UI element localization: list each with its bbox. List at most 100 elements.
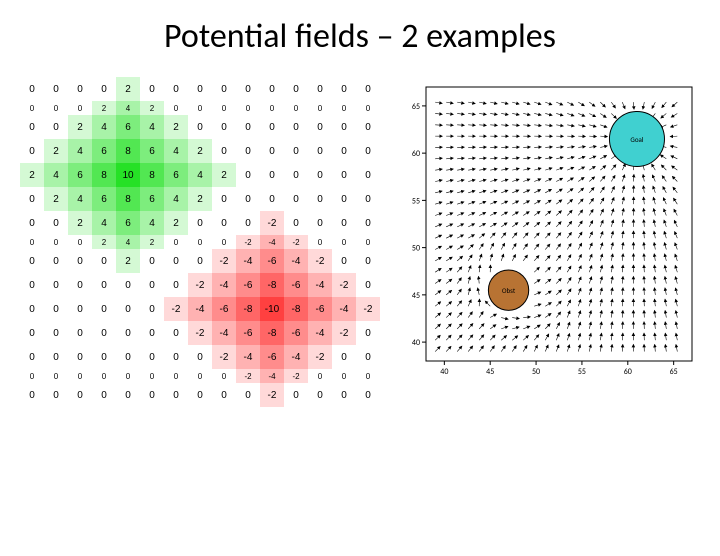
heatmap-cell: 6 — [164, 163, 188, 187]
heatmap-cell: 0 — [44, 77, 68, 101]
heatmap-cell: 2 — [20, 163, 44, 187]
heatmap-cell: 0 — [308, 235, 332, 249]
heatmap-cell: 6 — [140, 187, 164, 211]
heatmap-cell: 0 — [212, 77, 236, 101]
heatmap-cell: 0 — [140, 369, 164, 383]
heatmap-cell: 0 — [332, 345, 356, 369]
heatmap-cell: 0 — [260, 115, 284, 139]
heatmap-cell: -2 — [356, 297, 380, 321]
heatmap-cell: 0 — [356, 77, 380, 101]
heatmap-cell: 2 — [92, 235, 116, 249]
vectorfield-panel: 404550556065404550556065GoalObst — [398, 81, 698, 407]
heatmap-cell: -4 — [212, 273, 236, 297]
heatmap-cell: 0 — [20, 115, 44, 139]
heatmap-cell: 2 — [116, 249, 140, 273]
heatmap-cell: 6 — [92, 187, 116, 211]
heatmap-cell: -2 — [188, 321, 212, 345]
heatmap-cell: -6 — [284, 273, 308, 297]
heatmap-cell: 0 — [20, 139, 44, 163]
heatmap-panel: 0000200000000000002420000000000024642000… — [20, 77, 380, 407]
heatmap-cell: 0 — [332, 249, 356, 273]
heatmap-cell: 4 — [68, 139, 92, 163]
heatmap-cell: 0 — [68, 77, 92, 101]
heatmap-cell: 2 — [140, 235, 164, 249]
heatmap-cell: 0 — [20, 321, 44, 345]
heatmap-cell: 0 — [68, 273, 92, 297]
heatmap-cell: 0 — [188, 383, 212, 407]
heatmap-cell: -6 — [236, 321, 260, 345]
heatmap-cell: 4 — [164, 139, 188, 163]
heatmap-cell: 0 — [356, 211, 380, 235]
heatmap-cell: -4 — [236, 249, 260, 273]
heatmap-cell: 0 — [92, 273, 116, 297]
heatmap-cell: 0 — [332, 369, 356, 383]
heatmap-cell: 0 — [20, 101, 44, 115]
heatmap-cell: 0 — [212, 369, 236, 383]
svg-text:Goal: Goal — [630, 135, 643, 144]
heatmap-cell: 0 — [188, 77, 212, 101]
heatmap-cell: -8 — [260, 321, 284, 345]
heatmap-cell: 2 — [92, 101, 116, 115]
heatmap-cell: -2 — [212, 345, 236, 369]
heatmap-cell: 0 — [284, 139, 308, 163]
heatmap-cell: 0 — [20, 297, 44, 321]
svg-text:Obst: Obst — [502, 286, 516, 295]
heatmap-cell: 8 — [92, 163, 116, 187]
heatmap-cell: 0 — [116, 383, 140, 407]
heatmap-cell: 2 — [44, 187, 68, 211]
heatmap-cell: -2 — [212, 249, 236, 273]
heatmap-cell: 0 — [140, 383, 164, 407]
heatmap-cell: 0 — [164, 345, 188, 369]
heatmap-cell: 0 — [164, 273, 188, 297]
heatmap-cell: -2 — [236, 235, 260, 249]
heatmap-cell: 0 — [356, 115, 380, 139]
heatmap-cell: 0 — [356, 235, 380, 249]
heatmap-cell: 2 — [44, 139, 68, 163]
heatmap-cell: 0 — [44, 383, 68, 407]
heatmap-cell: 2 — [68, 115, 92, 139]
heatmap-cell: 0 — [116, 369, 140, 383]
heatmap-cell: 0 — [20, 211, 44, 235]
heatmap-cell: 0 — [260, 163, 284, 187]
page-title: Potential fields – 2 examples — [0, 16, 720, 57]
heatmap-cell: 10 — [116, 163, 140, 187]
heatmap-cell: 0 — [308, 211, 332, 235]
heatmap-cell: 0 — [308, 369, 332, 383]
heatmap-cell: 0 — [188, 211, 212, 235]
heatmap-cell: 0 — [188, 369, 212, 383]
heatmap-cell: 0 — [356, 101, 380, 115]
heatmap-cell: 0 — [332, 211, 356, 235]
heatmap-cell: -8 — [260, 273, 284, 297]
heatmap-cell: 0 — [164, 235, 188, 249]
heatmap-cell: 0 — [116, 297, 140, 321]
heatmap-cell: 0 — [356, 383, 380, 407]
heatmap-cell: 0 — [236, 187, 260, 211]
heatmap-cell: 2 — [140, 101, 164, 115]
heatmap-cell: 0 — [260, 77, 284, 101]
heatmap-cell: 0 — [44, 345, 68, 369]
heatmap-cell: 0 — [284, 383, 308, 407]
heatmap-cell: -6 — [212, 297, 236, 321]
heatmap-cell: 0 — [356, 249, 380, 273]
svg-text:50: 50 — [532, 367, 540, 377]
heatmap-cell: 0 — [20, 369, 44, 383]
heatmap-cell: 0 — [188, 345, 212, 369]
heatmap-cell: -4 — [212, 321, 236, 345]
heatmap-cell: 0 — [92, 321, 116, 345]
heatmap-cell: 0 — [236, 101, 260, 115]
heatmap-cell: 0 — [308, 383, 332, 407]
heatmap-cell: 0 — [140, 77, 164, 101]
heatmap-cell: 0 — [236, 383, 260, 407]
heatmap-cell: 0 — [68, 235, 92, 249]
heatmap-cell: 2 — [188, 139, 212, 163]
heatmap-cell: 4 — [116, 101, 140, 115]
heatmap-cell: 0 — [284, 163, 308, 187]
heatmap-cell: 0 — [92, 369, 116, 383]
heatmap-cell: 0 — [44, 115, 68, 139]
heatmap-cell: -2 — [188, 273, 212, 297]
heatmap-cell: 4 — [116, 235, 140, 249]
heatmap-cell: 4 — [188, 163, 212, 187]
heatmap-cell: 6 — [116, 211, 140, 235]
heatmap-cell: 0 — [68, 383, 92, 407]
heatmap-cell: 0 — [92, 77, 116, 101]
